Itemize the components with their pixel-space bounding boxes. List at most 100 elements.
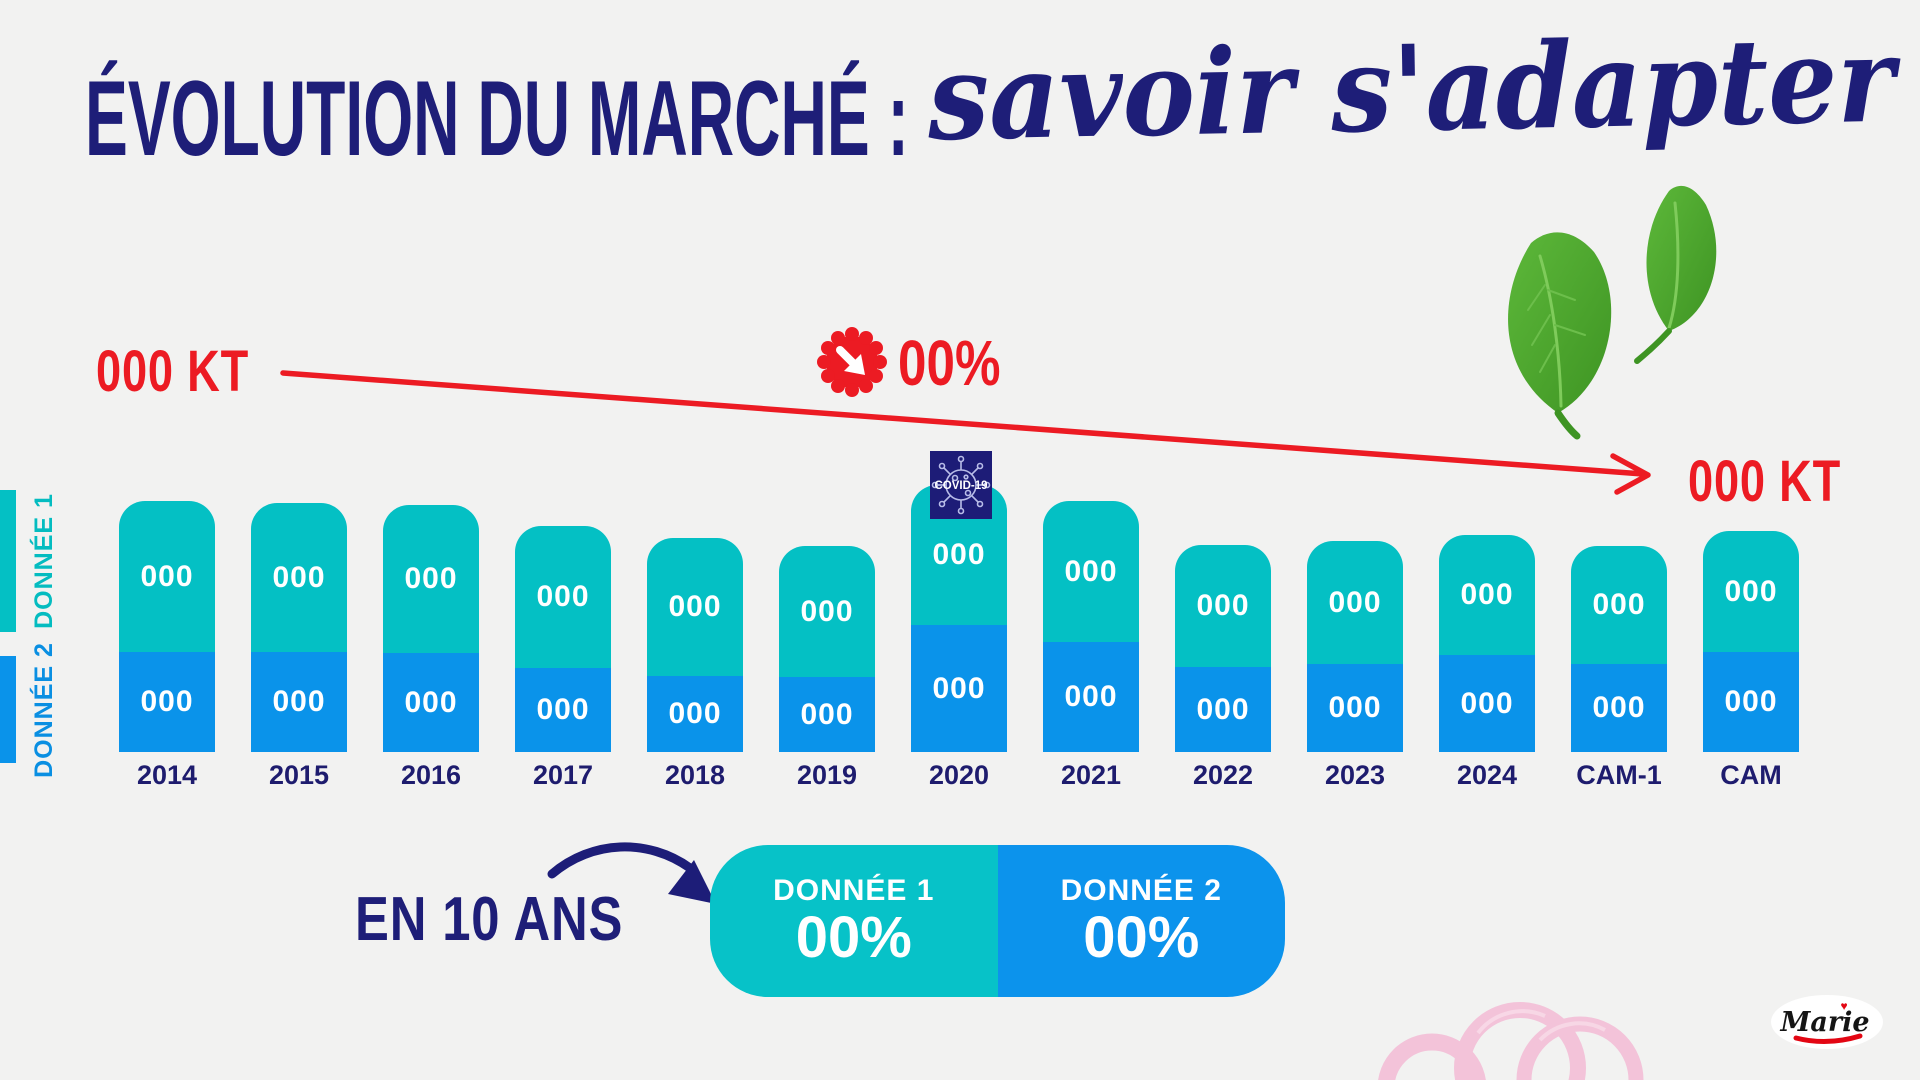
summary-item-donnee2: DONNÉE 2 00% — [997, 845, 1285, 997]
bar-value-label: 000 — [140, 685, 194, 718]
category-label-2015: 2015 — [268, 760, 330, 790]
slide-title-script: savoir s'adapter — [926, 9, 1896, 167]
bar-value-label: 000 — [140, 559, 194, 593]
bar-segment-donnee2: 000 — [1571, 664, 1667, 752]
legend-label-donnee1: DONNÉE 1 — [30, 493, 58, 629]
large-leaf-icon — [1508, 232, 1612, 440]
bar-segment-donnee1: 000 — [779, 546, 875, 677]
bar-segment-donnee2: 000 — [911, 625, 1007, 752]
trend-drop-percent: 00% — [898, 327, 1001, 399]
summary-item-label: DONNÉE 2 — [1060, 873, 1222, 907]
bar-2024: 000 000 — [1439, 535, 1535, 752]
svg-text:♥: ♥ — [1840, 999, 1847, 1013]
bar-value-label: 000 — [404, 685, 458, 719]
summary-item-label: DONNÉE 1 — [773, 873, 935, 907]
bar-value-label: 000 — [404, 562, 458, 595]
bar-CAM: 000 000 — [1703, 531, 1799, 752]
bar-value-label: 000 — [536, 580, 590, 613]
category-label-2020: 2020 — [928, 760, 990, 790]
bar-value-label: 000 — [932, 671, 986, 705]
bar-value-label: 000 — [668, 590, 722, 623]
bar-segment-donnee2: 000 — [119, 652, 215, 752]
bar-value-label: 000 — [1592, 691, 1646, 724]
bar-2023: 000 000 — [1307, 541, 1403, 752]
legend-label-donnee2: DONNÉE 2 — [30, 642, 58, 778]
bar-value-label: 000 — [1724, 685, 1778, 718]
summary-item-donnee1: DONNÉE 1 00% — [710, 845, 998, 997]
covid-19-badge: COVID-19 — [930, 451, 992, 519]
bar-2019: 000 000 — [779, 546, 875, 752]
bar-segment-donnee2: 000 — [1703, 652, 1799, 752]
category-label-2024: 2024 — [1456, 760, 1518, 790]
slide-title: ÉVOLUTION DU MARCHÉ : — [85, 58, 909, 178]
bar-segment-donnee1: 000 — [647, 538, 743, 676]
category-label-2014: 2014 — [136, 760, 198, 790]
bar-segment-donnee2: 000 — [779, 677, 875, 752]
summary-item-value: 00% — [795, 904, 912, 970]
bar-2021: 000 000 — [1043, 501, 1139, 752]
bar-segment-donnee1: 000 — [515, 526, 611, 668]
bar-segment-donnee1: 000 — [1175, 545, 1271, 667]
small-leaf-icon — [1634, 185, 1717, 364]
bar-segment-donnee2: 000 — [1307, 664, 1403, 752]
legend-swatch-donnee2 — [0, 656, 16, 763]
summary-caption: EN 10 ANS — [355, 885, 624, 954]
bar-segment-donnee1: 000 — [1571, 546, 1667, 664]
svg-text:Marie: Marie — [1779, 1007, 1869, 1038]
bar-value-label: 000 — [800, 697, 854, 731]
category-label-2017: 2017 — [532, 760, 594, 790]
bar-2020: 000 000 — [911, 485, 1007, 752]
bar-value-label: 000 — [932, 538, 986, 571]
category-label-2016: 2016 — [400, 760, 462, 790]
bar-value-label: 000 — [1724, 574, 1778, 608]
bar-value-label: 000 — [1196, 589, 1250, 622]
bar-segment-donnee1: 000 — [1439, 535, 1535, 655]
bar-segment-donnee2: 000 — [1043, 642, 1139, 752]
bar-segment-donnee2: 000 — [647, 676, 743, 752]
bar-value-label: 000 — [1064, 554, 1118, 588]
trend-end-value: 000 KT — [1688, 449, 1842, 514]
bar-2016: 000 000 — [383, 505, 479, 752]
summary-pill: DONNÉE 1 00% DONNÉE 2 00% — [710, 845, 1285, 997]
bar-value-label: 000 — [800, 594, 854, 628]
bar-segment-donnee1: 000 — [1043, 501, 1139, 642]
decrease-seal-icon — [817, 327, 887, 397]
bar-value-label: 000 — [1196, 692, 1250, 726]
bar-value-label: 000 — [1460, 578, 1514, 611]
bar-segment-donnee2: 000 — [251, 652, 347, 752]
bar-2018: 000 000 — [647, 538, 743, 752]
marie-logo: Marie ♥ — [1771, 995, 1883, 1049]
bar-2014: 000 000 — [119, 501, 215, 752]
covid-19-label: COVID-19 — [934, 480, 988, 492]
bar-value-label: 000 — [272, 685, 326, 718]
bar-2017: 000 000 — [515, 526, 611, 752]
category-label-2019: 2019 — [796, 760, 858, 790]
bar-value-label: 000 — [1460, 686, 1514, 720]
bar-segment-donnee1: 000 — [1703, 531, 1799, 652]
bar-segment-donnee2: 000 — [1175, 667, 1271, 752]
bar-value-label: 000 — [272, 560, 326, 594]
summary-item-value: 00% — [1083, 904, 1200, 970]
category-label-2018: 2018 — [664, 760, 726, 790]
category-label-2021: 2021 — [1060, 760, 1122, 790]
bar-segment-donnee1: 000 — [119, 501, 215, 652]
bar-value-label: 000 — [1328, 585, 1382, 619]
category-label-2023: 2023 — [1324, 760, 1386, 790]
bar-segment-donnee2: 000 — [383, 653, 479, 752]
bar-segment-donnee1: 000 — [383, 505, 479, 653]
bar-segment-donnee1: 000 — [251, 503, 347, 652]
bar-CAM-1: 000 000 — [1571, 546, 1667, 752]
bar-segment-donnee2: 000 — [515, 668, 611, 752]
bar-value-label: 000 — [1064, 680, 1118, 713]
category-label-CAM-1: CAM-1 — [1576, 760, 1662, 790]
legend-swatch-donnee1 — [0, 490, 16, 632]
bar-segment-donnee1: 000 — [1307, 541, 1403, 664]
bar-value-label: 000 — [1592, 588, 1646, 621]
bar-2022: 000 000 — [1175, 545, 1271, 752]
bar-segment-donnee2: 000 — [1439, 655, 1535, 752]
bar-value-label: 000 — [1328, 691, 1382, 724]
trend-start-value: 000 KT — [96, 339, 250, 404]
bar-value-label: 000 — [536, 693, 590, 726]
bar-value-label: 000 — [668, 697, 722, 730]
